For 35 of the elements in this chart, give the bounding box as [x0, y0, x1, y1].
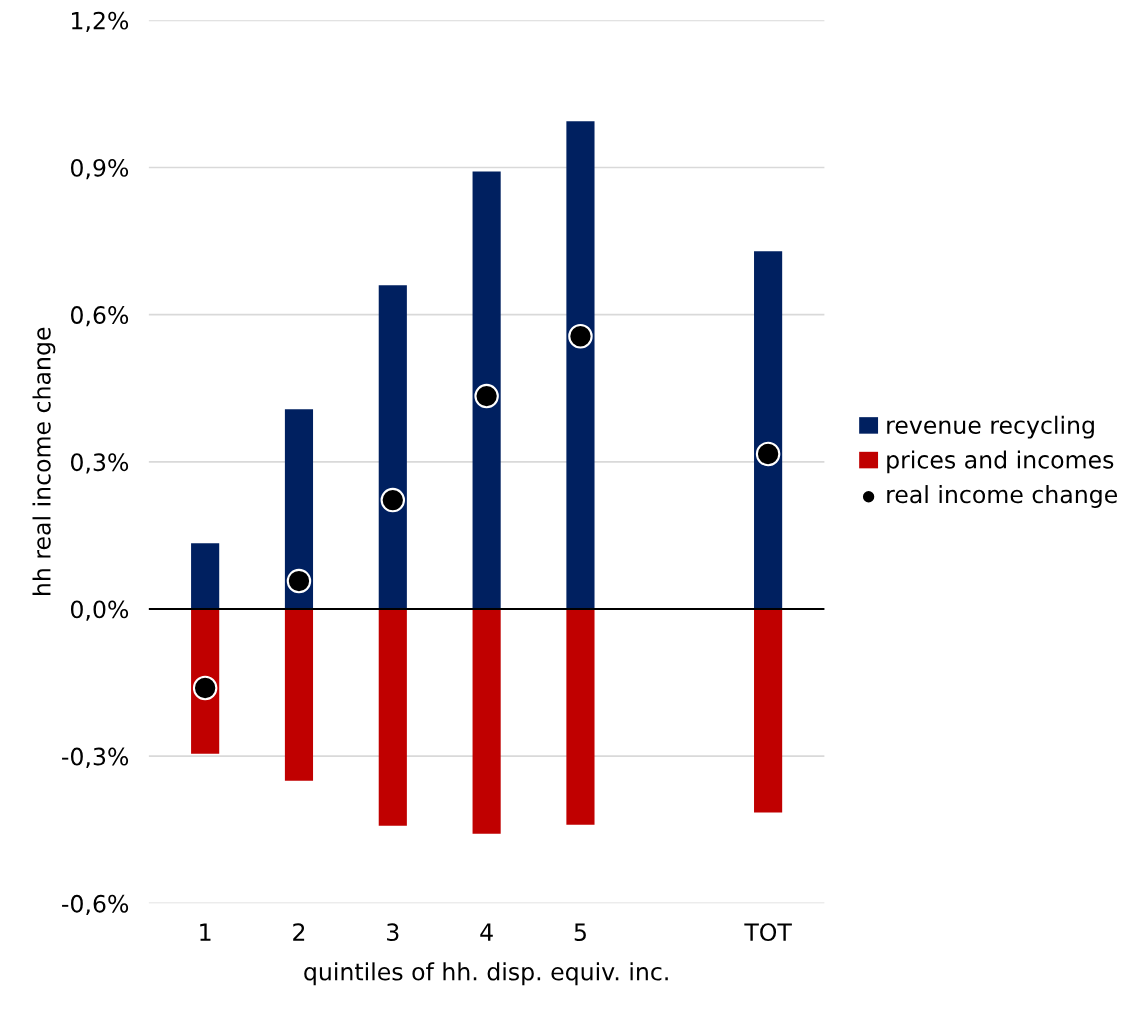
x-tick-label: 5: [574, 923, 586, 942]
bar: [472, 609, 501, 834]
bar: [566, 609, 595, 825]
bar: [378, 285, 407, 609]
y-tick-label: 0,6%: [70, 306, 129, 327]
bar: [566, 121, 595, 609]
x-axis-title: quintiles of hh. disp. equiv. inc.: [304, 962, 668, 986]
x-tick-label: 3: [387, 923, 399, 942]
y-axis-title: hh real income change: [32, 327, 56, 595]
point: [755, 441, 781, 467]
y-tick-label: -0,3%: [62, 747, 129, 768]
legend-label: real income change: [887, 485, 1117, 508]
x-tick-label: 4: [480, 923, 493, 941]
point: [286, 568, 312, 594]
point: [192, 675, 218, 701]
point: [474, 383, 499, 409]
y-tick-label: 0,9%: [70, 158, 129, 180]
bar: [378, 609, 407, 826]
bar: [284, 609, 314, 781]
bar: [191, 543, 220, 609]
bar: [472, 171, 501, 609]
bar: [284, 409, 314, 609]
bar: [754, 251, 783, 609]
x-tick-label: 2: [293, 923, 305, 941]
y-tick-label: 0,0%: [70, 600, 129, 621]
bar: [754, 609, 783, 813]
point: [380, 487, 406, 513]
x-tick-label: TOT: [744, 923, 792, 942]
y-tick-label: -0,6%: [62, 894, 129, 916]
legend-label: prices and incomes: [887, 450, 1114, 474]
legend-label: revenue recycling: [887, 415, 1094, 439]
point: [568, 324, 593, 349]
y-tick-label: 0,3%: [70, 453, 129, 474]
y-tick-label: 1,2%: [72, 11, 129, 33]
x-tick-label: 1: [200, 923, 211, 941]
